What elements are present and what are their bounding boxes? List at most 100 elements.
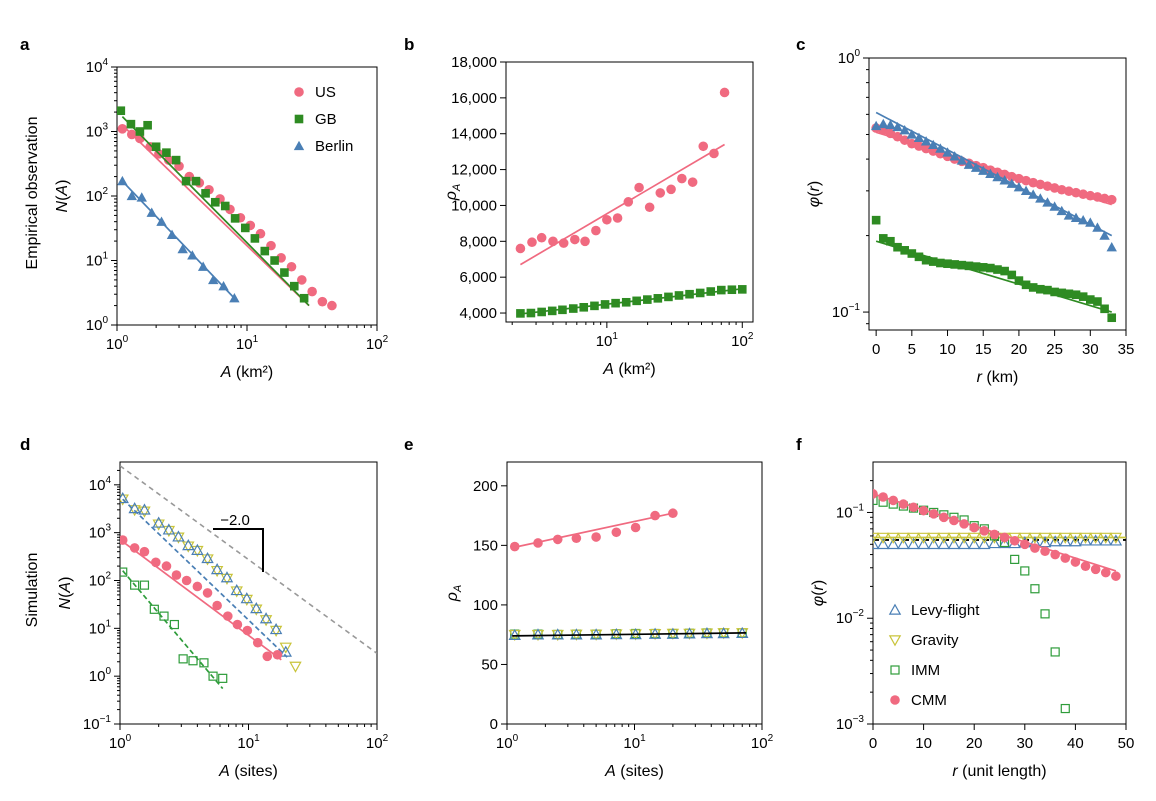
data-point-gravity (1099, 532, 1112, 544)
data-point-us (327, 300, 337, 311)
data-point-berlin (208, 274, 219, 285)
data-point-levy-flight (907, 537, 920, 550)
data-point-gravity (279, 642, 292, 654)
data-point-cmm (1100, 567, 1111, 578)
data-point-us (317, 296, 328, 307)
data-point-gb (201, 189, 210, 198)
y-tick-label: 16,000 (451, 90, 497, 107)
data-point-us (709, 148, 719, 159)
data-point-gb (928, 257, 938, 266)
panel-label-f: f (796, 435, 802, 454)
data-point-gravity (162, 525, 176, 538)
data-point-gravity (182, 541, 195, 553)
plot-frame (119, 461, 378, 725)
data-point-cmm (591, 532, 601, 542)
data-point-berlin (906, 129, 918, 139)
data-point-levy-flight (201, 551, 214, 564)
data-point-us (163, 155, 174, 165)
data-point-gravity (937, 532, 951, 544)
data-point-gb (250, 234, 260, 243)
plot-frame (506, 461, 763, 725)
data-point-gb (162, 148, 171, 157)
data-point-gb (964, 261, 974, 271)
data-point-gravity (269, 625, 283, 637)
x-tick-label: 15 (975, 341, 992, 358)
data-point-levy-flight (250, 602, 263, 614)
data-point-gb (993, 265, 1002, 274)
data-point-gb (280, 268, 289, 277)
x-tick-label: 20 (1011, 341, 1028, 358)
data-point-gravity (201, 554, 214, 566)
x-tick-label: 101 (623, 733, 646, 752)
legend-label-imm: IMM (911, 662, 940, 679)
data-point-gb (943, 259, 952, 269)
data-point-gravity (250, 604, 263, 616)
data-point-us (527, 237, 537, 248)
data-point-gravity (128, 505, 141, 517)
fit-line-levy-flight (512, 632, 747, 637)
data-point-gravity (873, 532, 880, 544)
data-point-gb (220, 201, 230, 211)
data-point-gravity (1079, 532, 1092, 544)
data-point-levy-flight (551, 628, 564, 640)
fit-line-cmm (122, 540, 282, 661)
data-point-cmm (1111, 571, 1121, 581)
legend-marker-levy-flight (888, 603, 902, 615)
x-tick-label: 102 (751, 733, 774, 752)
data-point-levy-flight (1079, 534, 1092, 546)
data-point-gravity (191, 545, 204, 558)
data-point-gb (1014, 276, 1024, 285)
slope-triangle (213, 528, 264, 572)
slope-guide-line (120, 465, 377, 654)
data-point-gb (716, 285, 726, 295)
data-point-gb (270, 256, 279, 265)
legend-marker-imm (890, 665, 900, 675)
y-axis-label: φ(r) (806, 181, 823, 207)
data-point-gravity (1028, 532, 1042, 544)
data-point-berlin (949, 151, 960, 161)
chart-panel-e: 100 101 102 0 50 100 150 200 A (sites) ρA (444, 461, 774, 780)
data-point-berlin (1085, 217, 1096, 227)
data-point-gb (921, 255, 931, 265)
data-point-gravity (172, 532, 185, 544)
data-point-us (307, 286, 317, 297)
fit-line-gb (121, 116, 310, 307)
data-point-gb (1093, 297, 1102, 306)
data-point-gravity (289, 661, 302, 673)
data-point-levy-flight (240, 592, 254, 604)
y-tick-label: 100 (473, 597, 498, 614)
data-point-levy-flight (1099, 534, 1112, 546)
data-point-gb (971, 262, 981, 271)
data-point-gb (936, 258, 945, 268)
fit-line-gb (520, 287, 743, 315)
panel-label-d: d (20, 435, 30, 454)
data-point-gb (143, 120, 152, 130)
data-point-cmm (161, 561, 172, 571)
data-point-gb (1100, 304, 1109, 314)
x-tick-label: 10 (939, 341, 956, 358)
data-point-levy-flight (998, 536, 1011, 549)
y-tick-label: 50 (481, 656, 498, 673)
x-axis-label: A (km²) (220, 364, 273, 381)
y-axis-label: ρA (444, 585, 464, 603)
data-point-us (612, 213, 623, 223)
data-point-gravity (1038, 532, 1052, 544)
data-point-cmm (120, 535, 128, 545)
data-point-gb (1000, 266, 1009, 276)
data-point-gravity (876, 532, 890, 544)
data-point-gb (230, 214, 240, 223)
data-point-levy-flight (947, 537, 961, 550)
data-point-cmm (571, 533, 582, 544)
data-point-berlin (1063, 210, 1075, 220)
data-point-gb (135, 127, 145, 136)
data-point-us (677, 173, 687, 184)
x-tick-label: 101 (236, 334, 259, 353)
data-layer (508, 508, 749, 642)
x-tick-label: 5 (908, 341, 916, 358)
data-point-levy-flight (191, 543, 204, 555)
data-point-berlin (978, 165, 989, 175)
data-point-imm (873, 495, 878, 506)
data-layer (117, 106, 337, 311)
fit-line-us (875, 131, 1112, 206)
data-point-cmm (272, 649, 283, 660)
